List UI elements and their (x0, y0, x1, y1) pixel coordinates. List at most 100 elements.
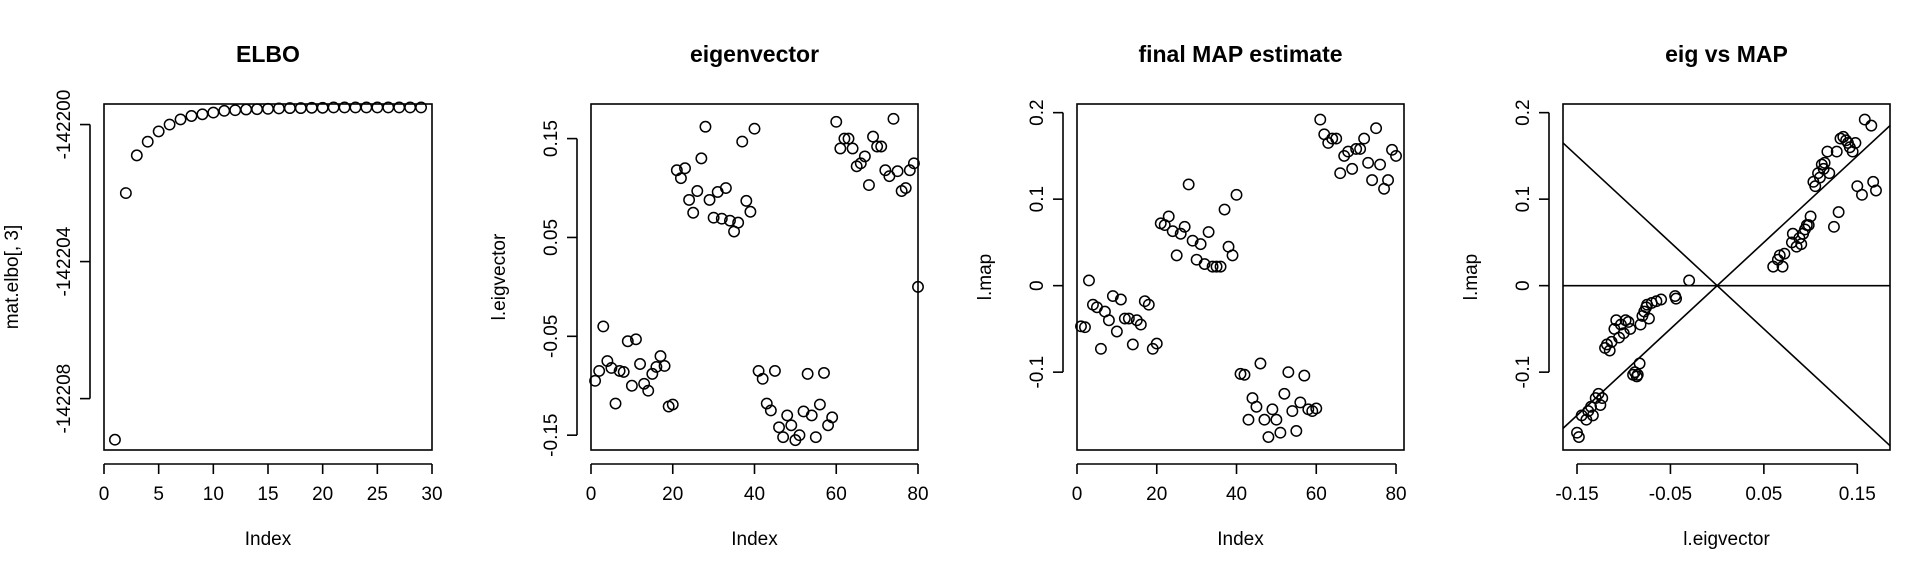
x-tick-label: 0.05 (1745, 484, 1782, 505)
data-point (617, 365, 630, 378)
data-point (781, 409, 794, 422)
data-point (1102, 314, 1115, 327)
data-point (699, 120, 712, 133)
plot-frame (590, 103, 919, 451)
data-point (687, 206, 700, 219)
x-axis-label: Index (1217, 529, 1264, 550)
data-point (793, 429, 806, 442)
data-point (736, 135, 749, 148)
y-tick-label: 0.15 (541, 120, 562, 157)
data-point (719, 182, 732, 194)
data-point (1178, 220, 1191, 233)
data-point (1150, 337, 1163, 350)
data-point (1865, 119, 1878, 132)
panel-4: eig vs MAP -0.15 -0.05 0.05 0.15 l.eigvector -… (1461, 41, 1891, 550)
data-point (1823, 167, 1836, 180)
data-point (1586, 409, 1599, 422)
x-tick-label: 60 (826, 484, 847, 505)
data-point (1186, 234, 1199, 247)
data-point (1634, 318, 1647, 331)
x-tick-label: 25 (367, 484, 388, 505)
x-tick-label: 10 (203, 484, 224, 505)
data-point (415, 101, 428, 114)
data-point (1643, 312, 1655, 325)
data-point (748, 122, 761, 135)
chart-title: final MAP estimate (1138, 41, 1342, 67)
data-point (1603, 344, 1616, 357)
data-point (1624, 322, 1637, 335)
data-point (1374, 158, 1387, 171)
data-point (666, 398, 679, 411)
y-tick-label: -142204 (54, 226, 75, 296)
data-point (838, 132, 851, 145)
data-point (887, 112, 900, 125)
y-tick-label: 0.05 (541, 219, 562, 256)
data-point (732, 216, 745, 229)
data-point (601, 355, 614, 367)
x-tick-label: 0.15 (1839, 484, 1876, 505)
data-point (1870, 184, 1882, 197)
data-point (119, 187, 132, 200)
x-tick-label: 80 (1385, 484, 1406, 505)
data-point (875, 140, 888, 153)
data-point (1254, 357, 1267, 370)
data-point (809, 431, 822, 444)
x-tick-label: 40 (1226, 484, 1247, 505)
data-point (1827, 220, 1840, 233)
data-point (744, 205, 757, 218)
data-point (1350, 143, 1363, 155)
x-tick-label: 40 (744, 484, 765, 505)
data-point (207, 106, 220, 119)
data-point (1867, 175, 1880, 188)
data-point (891, 165, 904, 178)
y-tick-label: -0.05 (541, 315, 562, 358)
data-point (830, 115, 843, 128)
data-point (1242, 413, 1255, 426)
data-point (1106, 290, 1119, 302)
x-tick-label: 5 (153, 484, 164, 505)
data-point (634, 358, 646, 370)
data-point (1282, 366, 1295, 379)
data-point (879, 164, 892, 177)
data-point (642, 384, 655, 397)
data-point (1386, 143, 1398, 156)
data-point (1166, 225, 1179, 238)
data-point (1830, 145, 1843, 158)
data-point (650, 361, 663, 373)
y-tick-label: -142208 (54, 364, 75, 434)
x-tick-label: 20 (1146, 484, 1167, 505)
data-point (1358, 132, 1371, 145)
x-tick-label: 60 (1306, 484, 1327, 505)
x-tick-label: -0.05 (1649, 484, 1692, 505)
data-point (218, 104, 231, 117)
data-point (1832, 206, 1845, 219)
data-point (707, 211, 720, 224)
data-point (1802, 219, 1815, 232)
data-point (1126, 338, 1139, 351)
data-point (1818, 156, 1831, 169)
data-point (174, 113, 187, 126)
data-point (1218, 203, 1231, 216)
data-point (1594, 399, 1607, 411)
reference-line (1563, 125, 1890, 429)
data-point (724, 214, 736, 227)
data-point (818, 366, 830, 379)
y-axis-label: l.map (975, 254, 996, 300)
data-point (683, 193, 696, 206)
data-point (1354, 143, 1367, 155)
data-point (867, 130, 879, 143)
data-point (1194, 238, 1207, 251)
x-tick-label: 20 (662, 484, 683, 505)
data-point (1214, 260, 1227, 273)
y-tick-label: 0.2 (1027, 99, 1048, 125)
x-tick-label: 30 (421, 484, 442, 505)
data-point (1330, 132, 1343, 145)
data-point (826, 411, 839, 424)
panel-3: final MAP estimate 0 20 40 60 80 Index -0.1 0 0.1… (975, 41, 1407, 550)
data-point (805, 409, 818, 422)
data-point (1266, 403, 1279, 416)
x-tick-label: 80 (907, 484, 928, 505)
y-tick-label: 0.1 (1513, 186, 1534, 212)
data-point (740, 194, 753, 207)
y-tick-label: 0.2 (1513, 99, 1534, 125)
